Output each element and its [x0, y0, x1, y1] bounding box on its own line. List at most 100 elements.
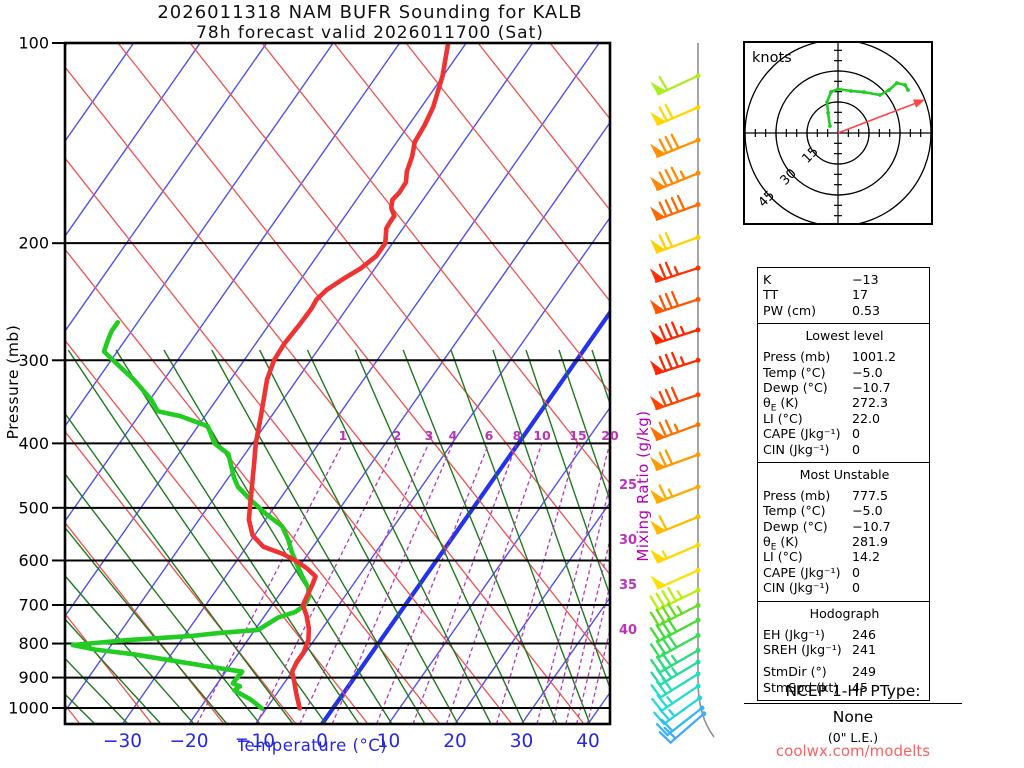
wind-barb [650, 103, 701, 126]
stat-row: CAPE (Jkg⁻¹) 0 [763, 564, 861, 580]
ptype-panel: NCEP 1-Hr PType: None (0" L.E.) [744, 682, 962, 745]
svg-text:400: 400 [18, 434, 49, 453]
temperature-trace [246, 43, 451, 711]
stat-row: θE (K) 272.3 [763, 395, 889, 414]
svg-text:100: 100 [18, 34, 49, 53]
svg-text:15: 15 [569, 428, 586, 443]
wind-barb [649, 386, 701, 411]
hodograph-units-label: knots [752, 50, 792, 66]
stat-row: Dewp (°C) −10.7 [763, 379, 891, 395]
hodograph-stats-section: Hodograph EH (Jkg⁻¹) 246 SREH (Jkg⁻¹) 241 Stm… [758, 600, 929, 701]
dewpoint-trace [70, 320, 312, 711]
stat-row: StmSpd (kt) 45 [763, 679, 869, 695]
svg-text:10: 10 [377, 731, 401, 752]
section-title: Hodograph [809, 605, 880, 621]
svg-text:20: 20 [601, 428, 619, 443]
chart-title-block: 2026011318 NAM BUFR Sounding for KALB 78… [55, 2, 685, 44]
wind-barb [650, 542, 701, 564]
ptype-title: NCEP 1-Hr PType: [744, 682, 962, 704]
svg-text:0: 0 [316, 731, 328, 752]
svg-text:1: 1 [339, 428, 348, 443]
stat-row: Temp (°C) −5.0 [763, 364, 883, 380]
wind-barb-column [649, 43, 715, 744]
wind-barb [649, 484, 701, 504]
mixing-ratio-axis-label: Mixing Ratio (g/kg) [634, 410, 652, 562]
wind-barb [655, 705, 705, 737]
profile-traces [70, 43, 451, 711]
chart-title: 2026011318 NAM BUFR Sounding for KALB [157, 2, 583, 23]
mixing-ratio-value-labels: 1 2 3 4 6 8 10 15 20 25 30 35 40 [339, 428, 637, 638]
wind-barb [650, 166, 701, 191]
wind-barb [649, 586, 701, 611]
svg-text:−30: −30 [103, 731, 142, 752]
stat-row: Temp (°C) −5.0 [763, 503, 883, 519]
wind-barb [651, 683, 701, 712]
sounding-stats-panel: K −13 TT 17 PW (cm) 0.53 Lowest level Press (m… [757, 267, 930, 702]
chart-subtitle: 78h forecast valid 2026011700 (Sat) [196, 23, 544, 43]
ptype-value: None [832, 708, 874, 726]
stat-row: LI (°C) 22.0 [763, 410, 881, 426]
lowest-level-section: Lowest level Press (mb) 1001.2 Temp (°C) −5.… [758, 323, 929, 462]
stat-row: PW (cm) 0.53 [763, 302, 881, 318]
most-unstable-section: Most Unstable Press (mb) 777.5 Temp (°C) −5.… [758, 461, 929, 601]
wind-barb [649, 633, 701, 658]
section-title: Most Unstable [799, 466, 890, 482]
wind-barb [649, 232, 701, 254]
wind-barb [649, 602, 701, 627]
wind-barb [650, 73, 701, 96]
isotherm-lines [65, 43, 610, 724]
svg-text:10: 10 [533, 428, 551, 443]
watermark-text: coolwx.com/modelts [775, 742, 931, 760]
wind-barb [649, 194, 701, 221]
pressure-gridlines [65, 43, 610, 709]
svg-text:3: 3 [425, 428, 434, 443]
stat-row: SREH (Jkg⁻¹) 241 [763, 642, 877, 658]
svg-text:700: 700 [18, 595, 49, 614]
stat-row: θE (K) 281.9 [763, 534, 889, 553]
storm-motion-arrow [837, 101, 920, 134]
svg-text:20: 20 [443, 731, 467, 752]
stat-row: Press (mb) 1001.2 [763, 349, 897, 365]
stat-row: StmDir (°) 249 [763, 664, 877, 680]
svg-text:40: 40 [619, 623, 637, 638]
ptype-note: (0" L.E.) [827, 730, 879, 745]
wind-barb [649, 290, 701, 315]
wind-barb [649, 261, 701, 283]
wind-barb [649, 419, 701, 441]
wind-barb [650, 567, 701, 590]
wind-barb [650, 671, 701, 699]
svg-text:−20: −20 [169, 731, 208, 752]
stat-row: CIN (Jkg⁻¹) 0 [763, 441, 861, 457]
wind-barb [649, 617, 701, 643]
stat-row: K −13 [763, 272, 879, 287]
svg-text:6: 6 [485, 428, 494, 443]
wind-barb [649, 351, 701, 376]
section-title: Lowest level [805, 328, 884, 344]
svg-text:2: 2 [393, 428, 402, 443]
skewt-background-grid [65, 43, 610, 724]
stat-row: Press (mb) 777.5 [763, 487, 889, 503]
svg-text:8: 8 [513, 428, 522, 443]
svg-text:800: 800 [18, 634, 49, 653]
wind-barb [650, 647, 701, 674]
svg-text:500: 500 [18, 498, 49, 517]
temperature-axis-label: Temperature (°C) [236, 736, 388, 755]
svg-text:900: 900 [18, 668, 49, 687]
stat-row: Dewp (°C) −10.7 [763, 518, 891, 534]
hodograph-border [743, 41, 933, 225]
svg-text:35: 35 [619, 578, 637, 593]
stat-row: EH (Jkg⁻¹) 246 [763, 626, 877, 642]
wind-barb [649, 449, 701, 471]
svg-text:25: 25 [619, 478, 637, 493]
wind-barb [650, 514, 701, 535]
svg-text:300: 300 [18, 351, 49, 370]
svg-text:200: 200 [18, 234, 49, 253]
pressure-axis-label: Pressure (mb) [4, 324, 22, 440]
wind-barb [658, 711, 707, 744]
svg-text:4: 4 [449, 428, 458, 443]
pressure-tick-labels: 100 200 300 400 500 600 700 800 900 1000 [8, 34, 65, 718]
temperature-tick-labels: −30 −20 −10 0 10 20 30 40 [103, 731, 600, 752]
wind-barb [650, 133, 701, 158]
